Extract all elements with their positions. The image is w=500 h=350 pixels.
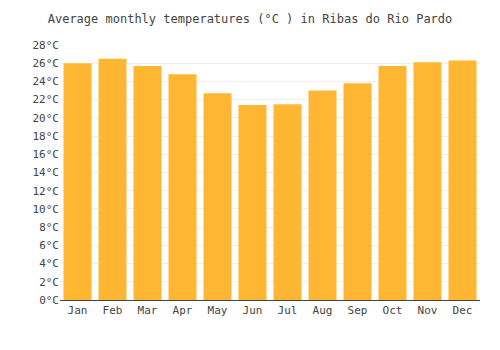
svg-text:28°C: 28°C xyxy=(33,39,60,52)
svg-text:6°C: 6°C xyxy=(39,239,59,252)
svg-text:12°C: 12°C xyxy=(33,185,60,198)
svg-text:Oct: Oct xyxy=(383,304,403,317)
svg-text:Average monthly temperatures (: Average monthly temperatures (°C ) in Ri… xyxy=(48,12,453,26)
svg-text:2°C: 2°C xyxy=(39,276,59,289)
svg-text:Feb: Feb xyxy=(103,304,123,317)
svg-text:Sep: Sep xyxy=(348,304,368,317)
svg-text:Jan: Jan xyxy=(68,304,88,317)
svg-text:May: May xyxy=(208,304,228,317)
svg-text:20°C: 20°C xyxy=(33,112,60,125)
svg-text:Apr: Apr xyxy=(173,304,193,317)
svg-text:24°C: 24°C xyxy=(33,75,60,88)
svg-text:22°C: 22°C xyxy=(33,93,60,106)
svg-text:10°C: 10°C xyxy=(33,203,60,216)
svg-text:14°C: 14°C xyxy=(33,166,60,179)
svg-text:4°C: 4°C xyxy=(39,257,59,270)
svg-text:18°C: 18°C xyxy=(33,130,60,143)
svg-text:Mar: Mar xyxy=(138,304,158,317)
svg-text:8°C: 8°C xyxy=(39,221,59,234)
svg-text:26°C: 26°C xyxy=(33,57,60,70)
svg-text:0°C: 0°C xyxy=(39,294,59,307)
svg-text:Aug: Aug xyxy=(313,304,333,317)
svg-text:Jun: Jun xyxy=(243,304,263,317)
svg-text:16°C: 16°C xyxy=(33,148,60,161)
svg-text:Jul: Jul xyxy=(278,304,298,317)
svg-text:Dec: Dec xyxy=(453,304,473,317)
svg-text:Nov: Nov xyxy=(418,304,438,317)
